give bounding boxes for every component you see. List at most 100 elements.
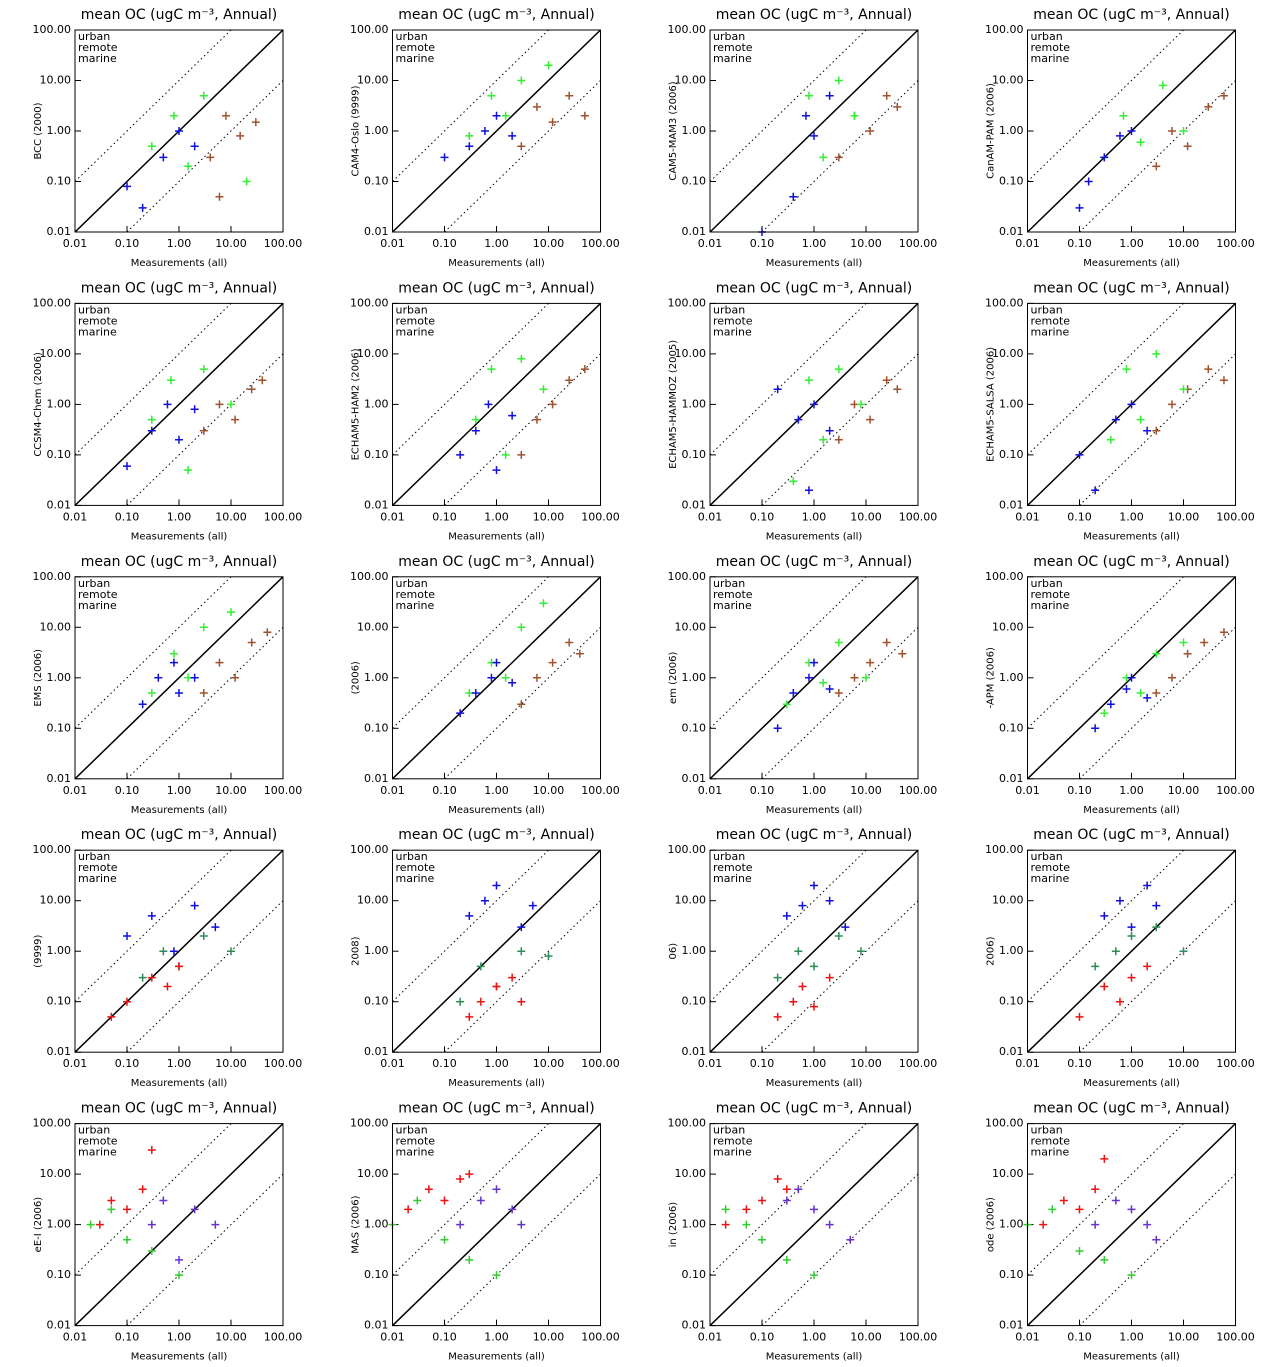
x-tick-label: 1.00 [167,1057,192,1070]
point [465,1012,474,1021]
x-tick-label: 0.01 [380,237,405,250]
y-tick-label: 1.00 [682,944,707,957]
point [190,1205,199,1214]
point [834,435,843,444]
legend-entry: marine [713,325,752,338]
point [1152,649,1161,658]
point [215,400,224,409]
point [565,638,574,647]
point [856,947,865,956]
x-tick-label: 100.00 [581,1057,620,1070]
point [251,118,260,127]
point [539,385,548,394]
legend-entry: marine [78,325,117,338]
lower-ref-line [761,626,918,779]
point [794,947,803,956]
y-tick-label: 0.10 [47,448,72,461]
legend-entry: remote [1031,861,1071,874]
x-tick-label: 100.00 [581,784,620,797]
chart-title: mean OC (ugC m⁻³, Annual) [398,7,595,23]
chart-title: mean OC (ugC m⁻³, Annual) [1033,827,1230,843]
legend-entry: urban [713,303,745,316]
y-tick-label: 10.00 [357,74,389,87]
y-axis-label: eE-I (2006) [33,1197,44,1253]
point [184,162,193,171]
point [1200,638,1209,647]
x-tick-label: 10.00 [850,237,882,250]
x-tick-label: 0.10 [115,1331,140,1344]
point [211,1220,220,1229]
y-tick-label: 0.01 [47,1319,72,1332]
legend-entry: urban [1031,577,1063,590]
chart-title: mean OC (ugC m⁻³, Annual) [1033,280,1230,296]
lower-ref-line [126,1173,283,1326]
point [1143,693,1152,702]
point [242,177,251,186]
x-tick-label: 1.00 [167,784,192,797]
x-tick-label: 0.01 [63,510,88,523]
plot-frame [74,849,284,1053]
lower-ref-line [444,80,601,232]
point [456,709,465,718]
upper-ref-line [1027,1123,1184,1276]
point [199,426,208,435]
point [123,182,131,191]
y-tick-label: 10.00 [40,894,72,907]
point [1111,1196,1120,1205]
point [199,623,208,632]
legend-entry: marine [713,872,752,885]
point [866,415,875,424]
x-tick-label: 0.01 [1015,1331,1040,1344]
point [810,400,818,409]
point [471,689,480,698]
point [492,1271,501,1280]
y-tick-label: 0.01 [999,225,1024,238]
y-tick-label: 0.01 [999,1045,1024,1058]
point [1152,162,1161,171]
x-axis-label: Measurements (all) [766,258,863,269]
point [456,450,465,459]
y-axis-label: CAM4-Oslo (9999) [351,85,362,176]
x-tick-label: 0.10 [432,1057,457,1070]
legend-entry: remote [713,41,753,54]
point [1106,435,1115,444]
point [123,997,131,1006]
x-axis-label: Measurements (all) [448,258,545,269]
one-to-one-line [1027,1123,1236,1326]
point [471,426,480,435]
legend-entry: urban [78,30,110,43]
x-tick-label: 10.00 [850,1331,882,1344]
point [517,450,526,459]
point [782,700,791,709]
point [758,1196,766,1205]
x-tick-label: 10.00 [1168,1331,1200,1344]
x-tick-label: 10.00 [1168,1057,1200,1070]
y-axis-label: ode (2006) [986,1197,997,1252]
point [1152,349,1161,358]
lower-ref-line [761,1173,918,1326]
legend-entry: urban [396,850,428,863]
point [544,61,553,70]
point [258,376,267,385]
x-tick-label: 10.00 [215,510,247,523]
point [1091,962,1100,971]
x-tick-label: 10.00 [1168,237,1200,250]
point [866,127,875,135]
x-tick-label: 0.01 [698,237,723,250]
y-tick-label: 100.00 [350,843,389,856]
point [175,435,183,444]
point [1143,962,1152,971]
y-axis-label: -APM (2006) [986,647,997,708]
point [465,142,474,151]
point [404,1205,413,1214]
point [211,923,220,932]
point [492,111,501,120]
y-tick-label: 0.01 [682,772,707,785]
y-tick-label: 0.01 [364,772,389,785]
point [86,1220,95,1229]
y-tick-label: 10.00 [675,620,707,633]
point [476,997,485,1006]
x-tick-label: 10.00 [533,1057,565,1070]
point [841,923,850,932]
x-tick-label: 0.10 [1067,1057,1092,1070]
